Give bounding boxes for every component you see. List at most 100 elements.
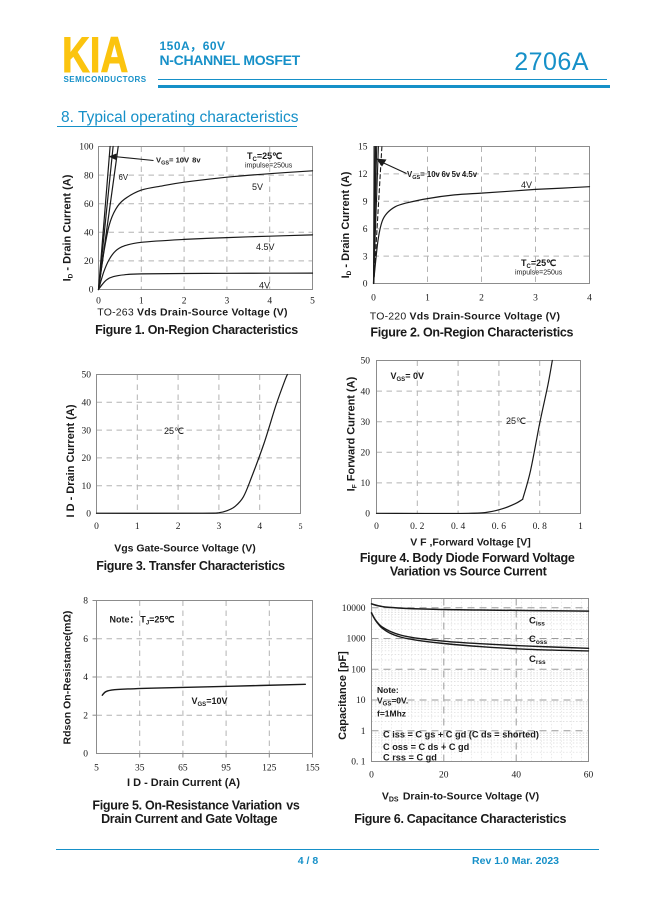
svg-text:1: 1 (361, 727, 366, 737)
svg-text:VGS=10V: VGS=10V (192, 696, 228, 708)
svg-text:Figure 6. Capacitance Characte: Figure 6. Capacitance Characteristics (354, 812, 566, 826)
svg-text:125: 125 (262, 764, 277, 774)
svg-text:Figure 4. Body Diode Forward V: Figure 4. Body Diode Forward Voltage (360, 551, 575, 565)
svg-text:3: 3 (217, 522, 222, 532)
svg-text:1: 1 (425, 294, 430, 304)
svg-text:60: 60 (584, 771, 594, 781)
svg-text:ID - Drain Current (A): ID - Drain Current (A) (340, 171, 353, 278)
svg-text:TO-220 Vds Drain-Source Voltag: TO-220 Vds Drain-Source Voltage (V) (370, 311, 560, 323)
svg-text:VDS Drain-to-Source Voltage (: VDS Drain-to-Source Voltage (V) (382, 791, 539, 804)
svg-text:0: 0 (365, 510, 370, 520)
svg-text:Variation vs Source Current: Variation vs Source Current (390, 564, 548, 578)
svg-text:Crss: Crss (529, 654, 546, 666)
svg-text:95: 95 (221, 764, 231, 774)
svg-text:6: 6 (83, 635, 88, 645)
svg-text:Vgs Gate-Source Voltage (V): Vgs Gate-Source Voltage (V) (114, 543, 256, 555)
svg-text:40: 40 (84, 229, 94, 239)
svg-text:1000: 1000 (347, 635, 366, 645)
svg-text:6V: 6V (119, 173, 129, 182)
svg-text:20: 20 (439, 771, 449, 781)
svg-text:8: 8 (83, 597, 88, 607)
svg-text:4: 4 (257, 522, 262, 532)
svg-text:Rdson On-Resistance(mΩ): Rdson On-Resistance(mΩ) (61, 611, 73, 745)
svg-text:6: 6 (363, 225, 368, 235)
svg-text:C oss = C ds + C gd: C oss = C ds + C gd (383, 742, 469, 752)
svg-text:2: 2 (176, 522, 181, 532)
svg-text:TC=25℃: TC=25℃ (521, 258, 556, 270)
svg-text:50: 50 (82, 371, 92, 381)
svg-text:0: 0 (363, 280, 368, 290)
svg-text:Note:: Note: (377, 685, 399, 695)
svg-text:40: 40 (361, 387, 371, 397)
svg-text:30: 30 (82, 426, 92, 436)
svg-text:f=1Mhz: f=1Mhz (377, 709, 406, 719)
svg-text:0. 1: 0. 1 (351, 758, 366, 768)
svg-text:1: 1 (139, 297, 144, 307)
svg-text:I D - Drain Current (A): I D - Drain Current (A) (65, 404, 77, 517)
svg-text:V F ,Forward Voltage [V]: V F ,Forward Voltage [V] (410, 537, 531, 549)
svg-text:TO-263 Vds Drain-Source Voltag: TO-263 Vds Drain-Source Voltage (V) (97, 307, 287, 319)
svg-text:Figure 3. Transfer Characteris: Figure 3. Transfer Characteristics (96, 559, 285, 573)
svg-text:50: 50 (361, 357, 371, 367)
svg-text:25℃: 25℃ (506, 416, 526, 426)
svg-text:0: 0 (374, 522, 379, 532)
svg-text:2: 2 (83, 712, 88, 722)
svg-text:C rss = C gd: C rss = C gd (383, 753, 437, 763)
svg-text:30: 30 (361, 418, 371, 428)
svg-text:20: 20 (82, 454, 92, 464)
svg-text:VGS=0V.: VGS=0V. (377, 696, 408, 708)
svg-text:0: 0 (371, 294, 376, 304)
svg-text:0. 6: 0. 6 (492, 522, 507, 532)
svg-text:15: 15 (358, 143, 368, 153)
svg-text:40: 40 (82, 399, 92, 409)
svg-text:Figure 2. On-Region Characteri: Figure 2. On-Region Characteristics (370, 326, 573, 340)
svg-text:impulse=250us: impulse=250us (515, 270, 563, 277)
svg-text:10: 10 (82, 482, 92, 492)
svg-text:3: 3 (225, 297, 230, 307)
svg-text:Note： TJ=25℃: Note： TJ=25℃ (110, 615, 175, 627)
svg-text:4.5V: 4.5V (256, 242, 275, 252)
svg-text:C iss = C gs + C gd (C ds = sh: C iss = C gs + C gd (C ds = shorted) (383, 730, 539, 740)
svg-text:I D - Drain Current (A): I D - Drain Current (A) (127, 777, 240, 789)
svg-text:4: 4 (83, 673, 88, 683)
svg-text:80: 80 (84, 171, 94, 181)
svg-text:0: 0 (83, 750, 88, 760)
svg-text:20: 20 (361, 449, 371, 459)
svg-text:TC=25℃: TC=25℃ (247, 151, 282, 163)
svg-text:0: 0 (96, 297, 101, 307)
svg-text:0. 4: 0. 4 (451, 522, 466, 532)
svg-text:5: 5 (310, 297, 315, 307)
svg-text:10: 10 (356, 696, 366, 706)
svg-text:10: 10 (361, 479, 371, 489)
svg-text:12: 12 (358, 170, 368, 180)
svg-text:25℃: 25℃ (164, 426, 184, 436)
svg-text:4: 4 (587, 294, 592, 304)
svg-text:35: 35 (135, 764, 145, 774)
svg-text:VGS= 10v 6v 5v 4.5v: VGS= 10v 6v 5v 4.5v (407, 170, 478, 181)
svg-text:0: 0 (86, 510, 91, 520)
svg-text:1: 1 (578, 522, 583, 532)
svg-text:3: 3 (533, 294, 538, 304)
svg-text:4: 4 (267, 297, 272, 307)
svg-text:20: 20 (84, 257, 94, 267)
svg-text:Figure 5. On-Resistance Variat: Figure 5. On-Resistance Variation vs (92, 799, 300, 813)
svg-text:Capacitance [pF]: Capacitance [pF] (337, 651, 349, 740)
svg-text:Figure 1. On-Region Characteri: Figure 1. On-Region Characteristics (95, 323, 298, 337)
svg-text:155: 155 (305, 764, 320, 774)
svg-text:0: 0 (369, 771, 374, 781)
svg-text:Coss: Coss (529, 634, 547, 646)
svg-text:VGS= 0V: VGS= 0V (391, 371, 424, 383)
svg-text:40: 40 (511, 771, 521, 781)
svg-text:impulse=250us: impulse=250us (245, 163, 293, 170)
svg-text:IF Forward Current (A): IF Forward Current (A) (346, 376, 359, 491)
svg-text:5: 5 (94, 764, 99, 774)
svg-text:0: 0 (89, 286, 94, 296)
svg-text:9: 9 (363, 198, 368, 208)
svg-text:2: 2 (479, 294, 484, 304)
svg-text:5V: 5V (252, 182, 263, 192)
svg-text:3: 3 (363, 252, 368, 262)
svg-text:Drain Current and Gate Voltage: Drain Current and Gate Voltage (101, 812, 278, 826)
svg-text:4V: 4V (259, 281, 270, 291)
svg-text:100: 100 (79, 143, 94, 153)
svg-text:10000: 10000 (342, 604, 366, 614)
